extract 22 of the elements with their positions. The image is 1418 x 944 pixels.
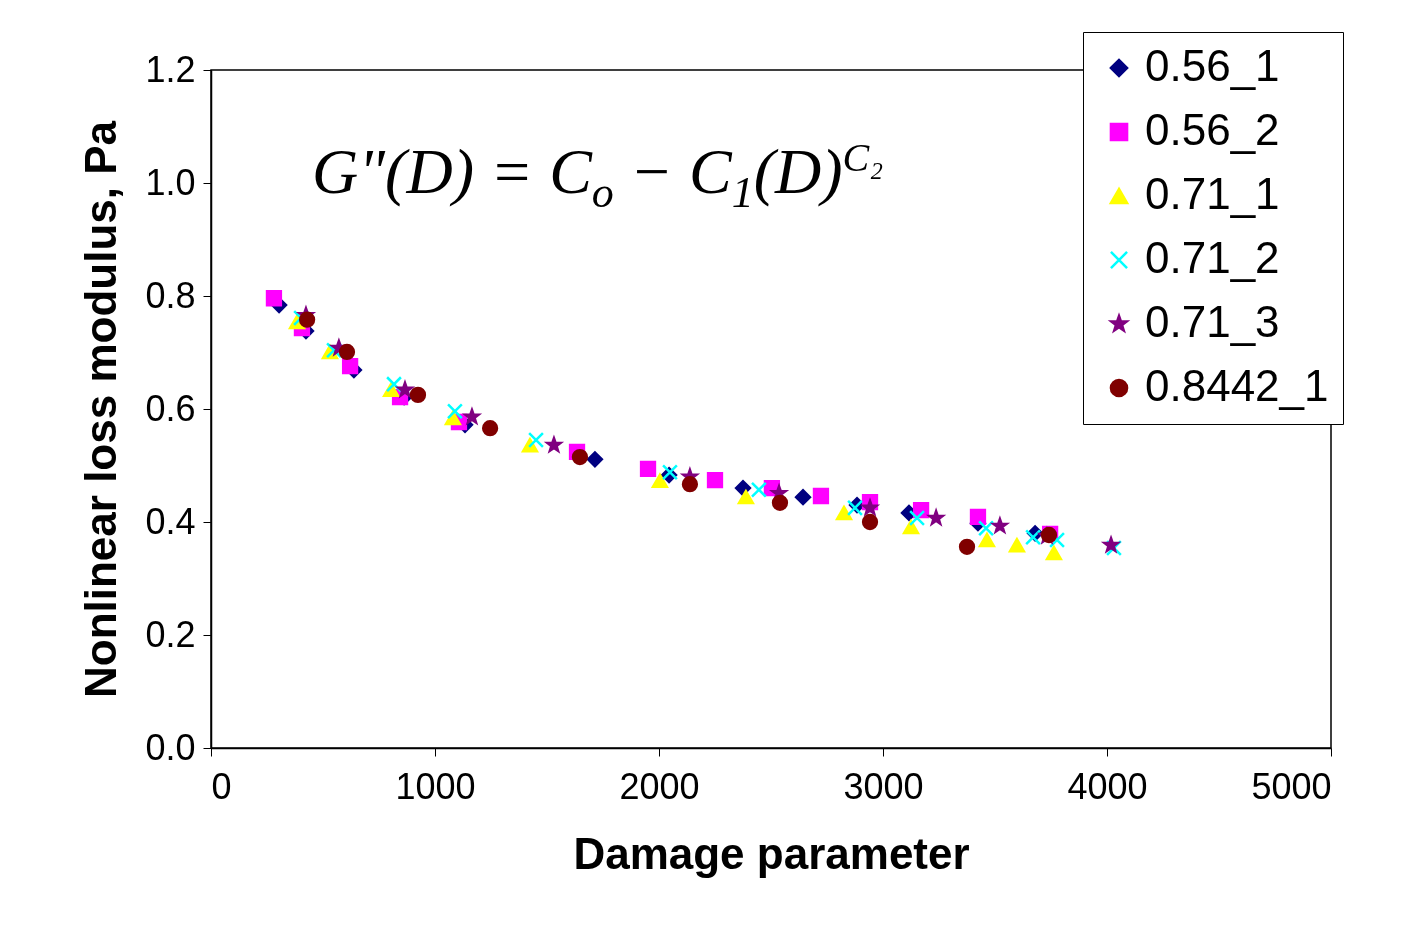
x-tick-label: 1000 [395, 765, 476, 807]
y-tick-label: 1.0 [145, 161, 196, 203]
y-tick-label: 0.2 [145, 613, 196, 655]
x-tick-label: 3000 [843, 765, 924, 807]
y-tick-label: 0.6 [145, 387, 196, 429]
x-tick-label: 2000 [619, 765, 700, 807]
x-tick-label: 5000 [1251, 765, 1332, 807]
y-tick-label: 1.2 [145, 48, 196, 90]
y-axis-title: Nonlinear loss modulus, Pa [76, 120, 126, 699]
y-tick-label: 0.4 [145, 500, 196, 542]
x-tick-label: 0 [211, 765, 232, 807]
legend-label: 0.71_2 [1145, 233, 1280, 282]
legend-label: 0.56_1 [1145, 41, 1280, 90]
legend-label: 0.56_2 [1145, 105, 1280, 154]
legend-label: 0.71_3 [1145, 297, 1280, 346]
x-tick-label: 4000 [1067, 765, 1148, 807]
legend-label: 0.71_1 [1145, 169, 1280, 218]
legend-label: 0.8442_1 [1145, 361, 1329, 410]
annotation: G"(D) = C$_{o}$ − C$_{1}$(D)$^{C₂}$ [312, 135, 884, 218]
y-tick-label: 0.8 [145, 274, 196, 316]
x-axis-title: Damage parameter [573, 828, 970, 878]
y-tick-label: 0.0 [145, 726, 196, 768]
